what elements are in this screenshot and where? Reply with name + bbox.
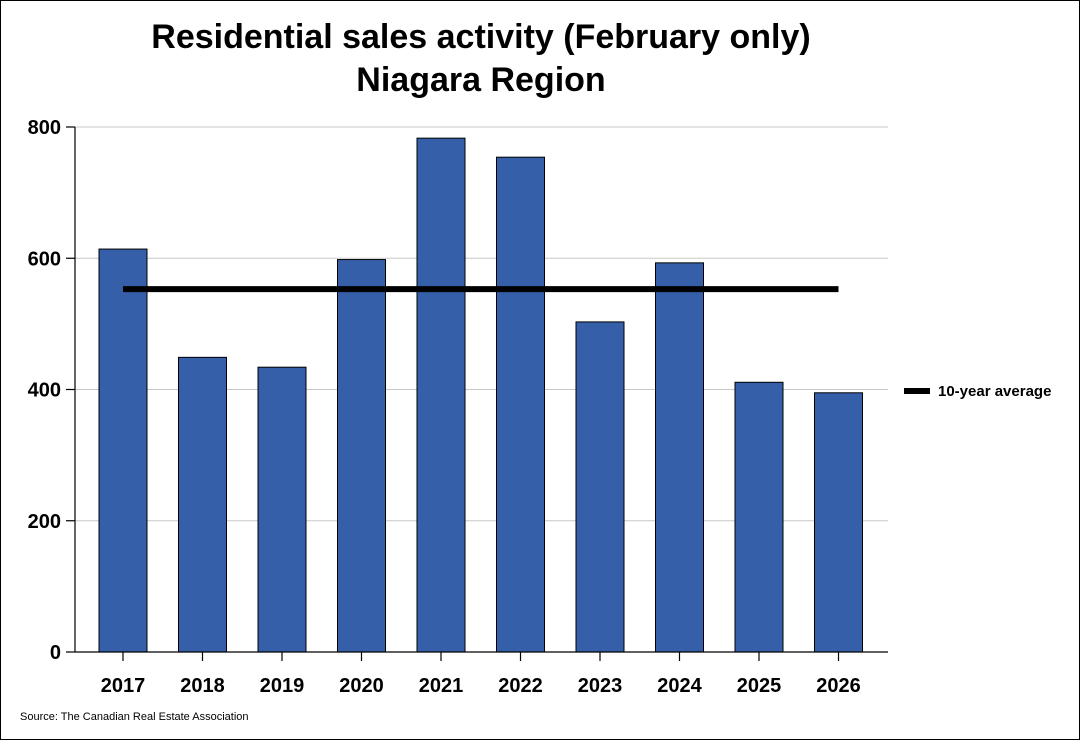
legend-label: 10-year average <box>938 382 1052 400</box>
bars <box>98 137 863 653</box>
legend: 10-year average <box>904 381 1051 401</box>
bar-2019 <box>257 366 307 653</box>
bar-2025 <box>734 381 784 653</box>
axes: 0 200 400 600 800 2017 2018 2019 2020 2021 2022 202… <box>28 117 888 697</box>
y-tick-label: 800 <box>28 117 61 139</box>
x-tick-label: 2023 <box>578 675 623 697</box>
y-tick-label: 200 <box>28 511 61 533</box>
bar-2026 <box>814 392 863 653</box>
bar-2021 <box>416 137 466 653</box>
chart-title: Residential sales activity (February onl… <box>0 16 962 102</box>
x-tick-label: 2026 <box>816 675 861 697</box>
y-tick-label: 0 <box>50 642 61 664</box>
x-tick-label: 2025 <box>737 675 782 697</box>
bar-2020 <box>337 259 386 653</box>
x-tick-label: 2019 <box>260 675 305 697</box>
bar-2024 <box>655 262 704 653</box>
source-note: Source: The Canadian Real Estate Associa… <box>20 711 249 723</box>
x-tick-label: 2022 <box>498 675 543 697</box>
x-tick-label: 2018 <box>180 675 225 697</box>
x-tick-label: 2017 <box>101 675 146 697</box>
chart-title-line-2: Niagara Region <box>356 61 606 99</box>
bar-2017 <box>98 248 148 653</box>
y-tick-label: 400 <box>28 380 61 402</box>
legend-swatch <box>904 388 930 394</box>
bar-2023 <box>575 321 625 653</box>
bar-2018 <box>178 356 227 653</box>
x-tick-label: 2021 <box>419 675 464 697</box>
y-tick-label: 600 <box>28 248 61 270</box>
x-tick-label: 2020 <box>339 675 384 697</box>
bar-2022 <box>496 156 545 653</box>
x-tick-label: 2024 <box>657 675 702 697</box>
chart-title-line-1: Residential sales activity (February onl… <box>151 18 811 56</box>
